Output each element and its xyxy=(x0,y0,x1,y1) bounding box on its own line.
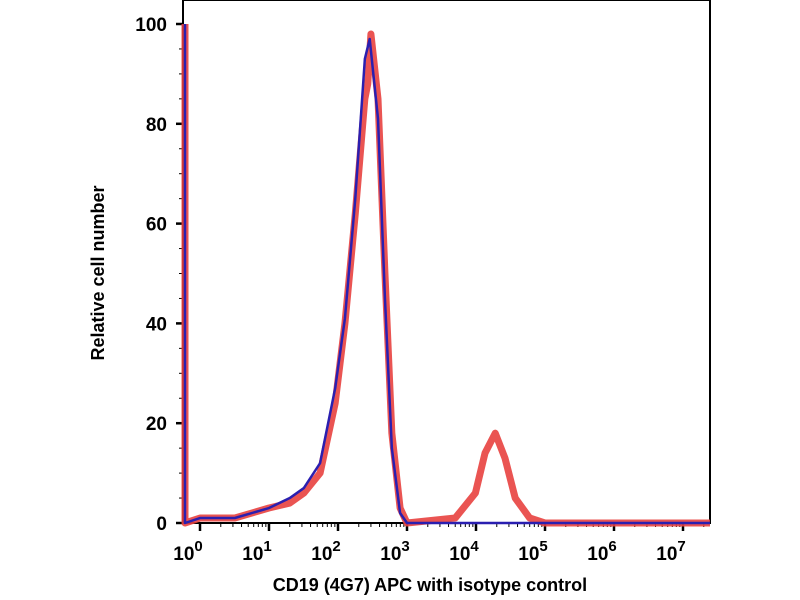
y-tick-label: 80 xyxy=(146,115,167,136)
x-tick-label: 107 xyxy=(656,538,685,565)
x-axis-label: CD19 (4G7) APC with isotype control xyxy=(273,575,587,595)
x-tick-label: 101 xyxy=(242,538,271,565)
plot-frame xyxy=(182,0,711,524)
y-tick-label: 60 xyxy=(146,215,167,236)
x-tick-label: 100 xyxy=(173,538,202,565)
series-line-red xyxy=(181,24,710,527)
y-axis-label: Relative cell number xyxy=(88,185,108,360)
y-tick-label: 20 xyxy=(146,414,167,435)
x-tick-label: 103 xyxy=(380,538,409,565)
x-tick-label: 105 xyxy=(518,538,547,565)
y-tick-label: 40 xyxy=(146,314,167,335)
x-tick-label: 104 xyxy=(449,538,479,565)
x-tick-label: 102 xyxy=(311,538,340,565)
x-tick-label: 106 xyxy=(587,538,616,565)
y-tick-label: 100 xyxy=(135,15,167,36)
y-tick-label: 0 xyxy=(156,514,167,535)
series-line-blue xyxy=(183,24,710,525)
